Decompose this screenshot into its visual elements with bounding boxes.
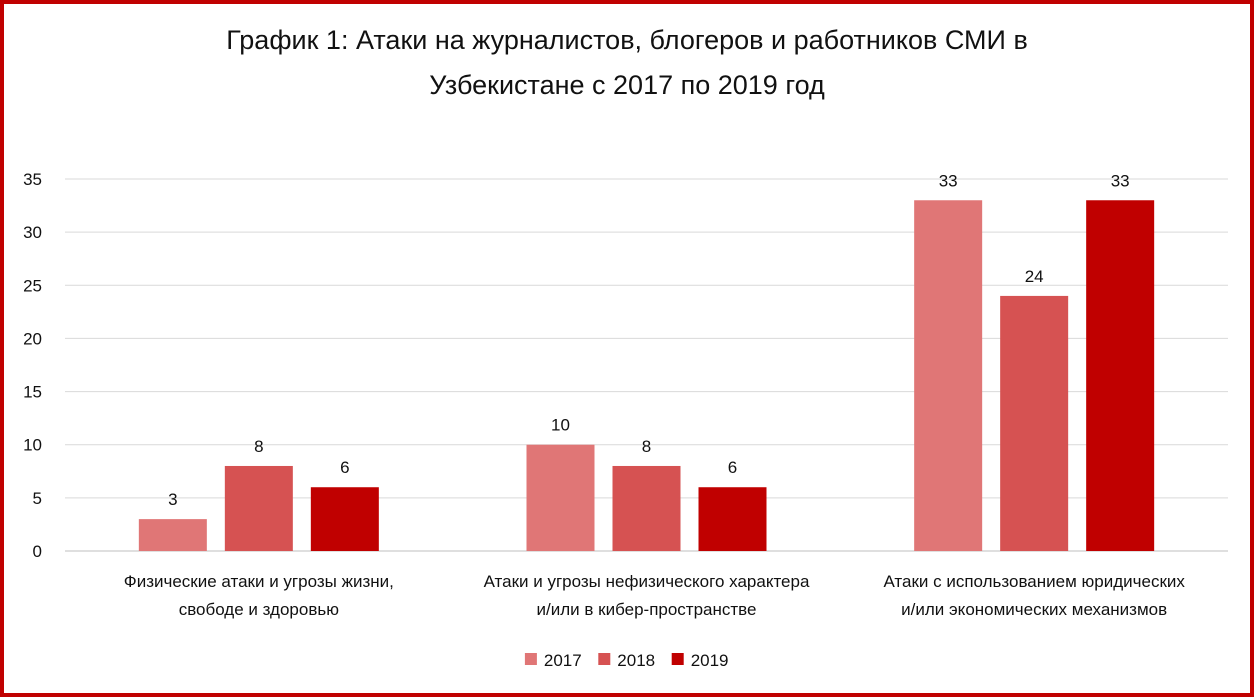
x-tick-label: Атаки с использованием юридических bbox=[883, 572, 1185, 591]
chart-title-line-2: Узбекистане с 2017 по 2019 год bbox=[429, 70, 825, 100]
legend-swatch bbox=[671, 653, 684, 665]
data-label: 3 bbox=[168, 490, 177, 509]
x-tick-label: и/или экономических механизмов bbox=[901, 600, 1167, 619]
bar bbox=[698, 487, 767, 551]
bar bbox=[224, 465, 293, 551]
y-tick-label: 35 bbox=[23, 170, 42, 189]
legend-swatch bbox=[524, 653, 537, 665]
legend-label: 2017 bbox=[544, 651, 582, 670]
y-tick-label: 20 bbox=[23, 329, 42, 348]
legend-label: 2018 bbox=[617, 651, 655, 670]
legend-swatch bbox=[598, 653, 611, 665]
y-tick-label: 30 bbox=[23, 223, 42, 242]
bar bbox=[526, 444, 595, 551]
data-label: 6 bbox=[340, 458, 349, 477]
bar bbox=[138, 519, 207, 551]
x-tick-label: Физические атаки и угрозы жизни, bbox=[124, 572, 394, 591]
x-tick-label: свободе и здоровью bbox=[179, 600, 340, 619]
y-tick-label: 15 bbox=[23, 383, 42, 402]
bar bbox=[1000, 295, 1069, 551]
data-label: 8 bbox=[642, 437, 651, 456]
data-label: 8 bbox=[254, 437, 263, 456]
data-label: 10 bbox=[551, 416, 570, 435]
bar bbox=[310, 487, 379, 551]
y-tick-label: 0 bbox=[33, 542, 42, 561]
legend-label: 2019 bbox=[691, 651, 729, 670]
chart-title-line-1: График 1: Атаки на журналистов, блогеров… bbox=[226, 25, 1028, 55]
data-label: 33 bbox=[1111, 171, 1130, 190]
x-tick-label: Атаки и угрозы нефизического характера bbox=[484, 572, 810, 591]
y-tick-label: 25 bbox=[23, 276, 42, 295]
data-label: 6 bbox=[728, 458, 737, 477]
bar bbox=[612, 465, 681, 551]
y-tick-label: 5 bbox=[33, 489, 42, 508]
x-tick-label: и/или в кибер-пространстве bbox=[537, 600, 757, 619]
data-label: 24 bbox=[1025, 267, 1044, 286]
y-tick-label: 10 bbox=[23, 436, 42, 455]
data-label: 33 bbox=[939, 171, 958, 190]
bar bbox=[914, 200, 983, 551]
bar bbox=[1086, 200, 1155, 551]
